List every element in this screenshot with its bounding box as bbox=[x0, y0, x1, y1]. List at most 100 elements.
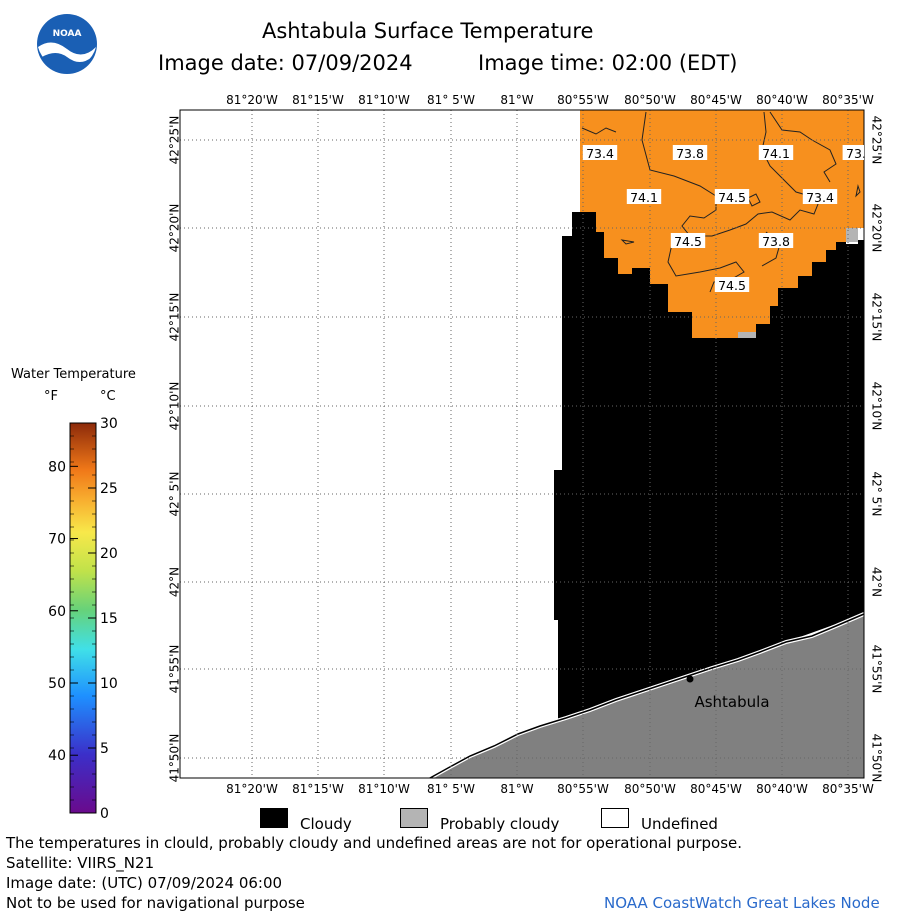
longitude-label: 81°10'W bbox=[358, 782, 410, 796]
cloudy-swatch bbox=[260, 808, 288, 828]
contour-value-label: 73.8 bbox=[762, 234, 790, 249]
latitude-label: 41°55'N bbox=[870, 645, 884, 694]
fahrenheit-tick-label: 80 bbox=[48, 459, 66, 475]
latitude-label: 42°15'N bbox=[168, 293, 182, 342]
celsius-tick-label: 15 bbox=[100, 611, 118, 627]
cloudy-label: Cloudy bbox=[300, 815, 352, 833]
longitude-label: 80°55'W bbox=[557, 782, 609, 796]
noaa-logo: NOAA bbox=[37, 14, 97, 74]
image-time: Image time: 02:00 (EDT) bbox=[478, 51, 738, 75]
latitude-label: 41°50'N bbox=[870, 734, 884, 783]
satellite-text: Satellite: VIIRS_N21 bbox=[6, 854, 155, 872]
probably-cloudy-swatch bbox=[400, 808, 428, 828]
longitude-label: 81° 5'W bbox=[427, 782, 475, 796]
undefined-swatch bbox=[601, 808, 629, 828]
probably-cloudy-label: Probably cloudy bbox=[440, 815, 560, 833]
contour-label-bg bbox=[802, 189, 838, 204]
longitude-label: 80°35'W bbox=[822, 93, 874, 107]
longitude-label: 81°15'W bbox=[292, 93, 344, 107]
contour-value-label: 74.5 bbox=[674, 234, 702, 249]
latitude-label: 41°55'N bbox=[168, 645, 182, 694]
celsius-tick-label: 5 bbox=[100, 741, 109, 757]
map-border bbox=[179, 109, 865, 779]
unit-fahrenheit: °F bbox=[44, 389, 58, 404]
contour-label-bg bbox=[758, 145, 794, 160]
image-date: Image date: 07/09/2024 bbox=[158, 51, 413, 75]
longitude-label: 80°50'W bbox=[624, 93, 676, 107]
page-title: Ashtabula Surface Temperature bbox=[262, 19, 594, 43]
navigation-warning: Not to be used for navigational purpose bbox=[6, 894, 305, 912]
contour-label-bg bbox=[582, 145, 618, 160]
latitude-label: 42°25'N bbox=[168, 116, 182, 165]
contour-value-label: 73.8 bbox=[676, 146, 704, 161]
latitude-labels: 42°25'N 42°25'N 42°20'N 42°20'N 42°15'N 42°15… bbox=[168, 116, 884, 783]
celsius-tick-label: 0 bbox=[100, 806, 109, 822]
contour-value-label: 74.5 bbox=[718, 190, 746, 205]
longitude-label: 81°10'W bbox=[358, 93, 410, 107]
longitude-label: 80°45'W bbox=[690, 782, 742, 796]
ashtabula-city-marker bbox=[686, 675, 694, 683]
contour-value-label: 73.4 bbox=[586, 146, 614, 161]
contour-lines bbox=[581, 111, 861, 293]
latitude-label: 42°20'N bbox=[168, 204, 182, 253]
contour-value-label: 74.5 bbox=[718, 278, 746, 293]
longitude-label: 81°W bbox=[500, 782, 533, 796]
contour-value-label: 74.1 bbox=[762, 146, 790, 161]
latitude-label: 42°10'N bbox=[870, 382, 884, 431]
celsius-tick-label: 10 bbox=[100, 676, 118, 692]
latitude-label: 42°15'N bbox=[870, 293, 884, 342]
latitude-label: 41°50'N bbox=[168, 734, 182, 783]
probably-cloudy-pixel bbox=[846, 228, 858, 242]
contour-value-label: 73.4 bbox=[806, 190, 834, 205]
celsius-tick-label: 25 bbox=[100, 481, 118, 497]
longitude-label: 80°40'W bbox=[756, 93, 808, 107]
probably-cloudy-pixel bbox=[738, 332, 756, 340]
longitude-label: 80°40'W bbox=[756, 782, 808, 796]
disclaimer-text: The temperatures in clould, probably clo… bbox=[6, 834, 743, 852]
contour-label-bg bbox=[670, 233, 706, 248]
undefined-label: Undefined bbox=[641, 815, 718, 833]
contour-label-bg bbox=[714, 189, 750, 204]
map-frame-group bbox=[179, 109, 865, 780]
longitude-label: 81° 5'W bbox=[427, 93, 475, 107]
fahrenheit-tick-label: 40 bbox=[48, 748, 66, 764]
cloud-region bbox=[554, 212, 864, 724]
latitude-label: 42° 5'N bbox=[168, 472, 182, 517]
contour-value-label: 74.1 bbox=[630, 190, 658, 205]
longitude-labels: 81°20'W 81°20'W 81°15'W 81°15'W 81°10'W 81°10… bbox=[226, 93, 874, 796]
unit-celsius: °C bbox=[100, 389, 116, 404]
longitude-label: 80°35'W bbox=[822, 782, 874, 796]
logo-text: NOAA bbox=[53, 29, 82, 39]
contour-label-bg bbox=[714, 277, 750, 292]
celsius-tick-label: 20 bbox=[100, 546, 118, 562]
contour-label-bg bbox=[842, 145, 864, 160]
latitude-label: 42°N bbox=[168, 567, 182, 597]
contour-label-bg bbox=[626, 189, 662, 204]
latitude-label: 42°10'N bbox=[168, 382, 182, 431]
contour-labels: 73.4 73.8 74.1 73. 74.1 74.5 73.4 74.5 73.8 74.5 bbox=[582, 145, 866, 293]
longitude-label: 81°W bbox=[500, 93, 533, 107]
latitude-label: 42°N bbox=[870, 567, 884, 597]
contour-value-label: 73. bbox=[846, 146, 866, 161]
graticule bbox=[180, 110, 864, 778]
shoreline-outline bbox=[429, 613, 865, 779]
place-label-ashtabula: Ashtabula bbox=[694, 693, 769, 711]
fahrenheit-tick-label: 60 bbox=[48, 604, 66, 620]
longitude-label: 80°50'W bbox=[624, 782, 676, 796]
longitude-label: 81°20'W bbox=[226, 93, 278, 107]
latitude-label: 42°20'N bbox=[870, 204, 884, 253]
longitude-label: 80°55'W bbox=[557, 93, 609, 107]
contour-label-bg bbox=[672, 145, 708, 160]
colorbar-title: Water Temperature bbox=[11, 367, 136, 382]
temperature-map: 73.4 73.8 74.1 73.74.1 74.5 73.474.5 73.874.5 … bbox=[168, 93, 884, 796]
longitude-label: 80°45'W bbox=[690, 93, 742, 107]
longitude-label: 81°20'W bbox=[226, 782, 278, 796]
fahrenheit-tick-label: 50 bbox=[48, 676, 66, 692]
latitude-label: 42° 5'N bbox=[870, 472, 884, 517]
celsius-tick-label: 30 bbox=[100, 416, 118, 432]
credit-text: NOAA CoastWatch Great Lakes Node bbox=[604, 894, 880, 912]
utc-date-text: Image date: (UTC) 07/09/2024 06:00 bbox=[6, 874, 283, 892]
fahrenheit-tick-label: 70 bbox=[48, 532, 66, 548]
latitude-label: 42°25'N bbox=[870, 116, 884, 165]
